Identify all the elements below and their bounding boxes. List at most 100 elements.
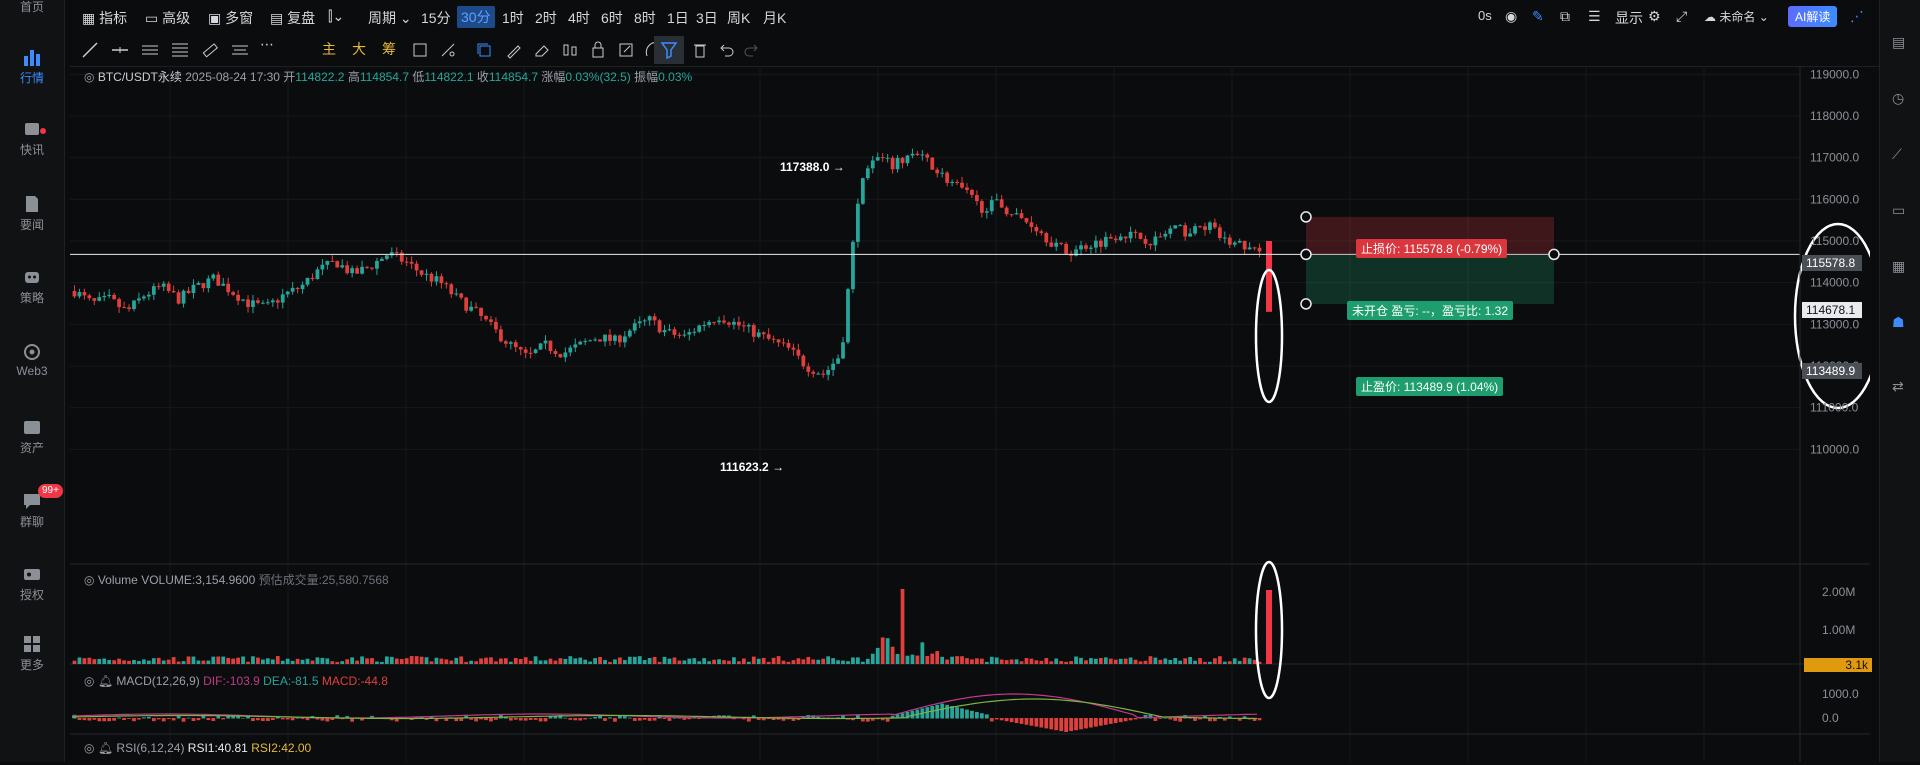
advanced-button[interactable]: ▭ 高级 <box>145 10 191 26</box>
share-icon[interactable]: ⋰ <box>1850 8 1864 24</box>
nav-authorize[interactable]: 授权 <box>0 565 64 603</box>
candle-body <box>97 297 102 301</box>
magnet-icon[interactable] <box>438 40 458 60</box>
bell-icon[interactable]: 🔔︎ <box>97 741 114 755</box>
volume-bar <box>151 658 156 664</box>
position-status-label[interactable]: 未开仓 盈亏: --，盈亏比: 1.32 <box>1347 301 1514 320</box>
ruler-icon[interactable] <box>200 40 220 60</box>
fullscreen-icon[interactable]: ⤢ <box>1676 8 1688 24</box>
swap-icon[interactable]: ⇄ <box>1892 378 1904 394</box>
pen-icon[interactable]: ✎ <box>1532 8 1544 24</box>
volume-bar <box>533 656 538 664</box>
tf-8h[interactable]: 8时 <box>634 10 656 26</box>
nav-assets[interactable]: 资产 <box>0 418 64 456</box>
tf-30m[interactable]: 30分 <box>457 6 495 28</box>
chip-toggle[interactable]: 筹 <box>382 41 396 57</box>
nav-chat[interactable]: 99+ 群聊 <box>0 484 64 530</box>
candle-body <box>102 295 107 298</box>
settings-icon[interactable]: ⚙ <box>1648 8 1661 24</box>
candle-body <box>940 172 945 174</box>
trend-line-icon[interactable] <box>80 40 100 60</box>
price-tick: 118000.0 <box>1810 109 1859 123</box>
macd-bar <box>280 718 285 720</box>
macd-bar <box>880 718 885 721</box>
nav-strategy[interactable]: 策略 <box>0 268 64 306</box>
macd-bar <box>573 718 578 721</box>
chart-type-dropdown[interactable]: ⫿⌄ <box>328 8 345 24</box>
eye-icon[interactable]: ◎ <box>84 70 95 84</box>
eraser-icon[interactable] <box>532 40 552 60</box>
nav-news-flash[interactable]: 快讯 <box>0 120 64 158</box>
indicator-button[interactable]: ▦ 指标 <box>82 10 128 26</box>
stop-loss-label[interactable]: 止损价: 115578.8 (-0.79%) <box>1356 239 1508 258</box>
nav-market[interactable]: 行情 <box>0 48 64 86</box>
nav-more[interactable]: 更多 <box>0 635 64 673</box>
filter-icon[interactable] <box>654 36 684 64</box>
redo-icon[interactable] <box>742 40 762 60</box>
tf-3d[interactable]: 3日 <box>696 10 718 26</box>
brush-icon[interactable] <box>504 40 524 60</box>
trash-icon[interactable] <box>690 40 710 60</box>
tf-1h[interactable]: 1时 <box>502 10 524 26</box>
fib-icon[interactable] <box>170 40 190 60</box>
nav-home[interactable]: 首页 <box>0 0 64 15</box>
monitor-icon[interactable]: ▭ <box>1892 202 1906 218</box>
tf-1mo[interactable]: 月K <box>763 10 787 26</box>
volume-bar <box>603 660 607 664</box>
chart-area[interactable]: 119000.0 118000.0 117000.0 116000.0 115000.0… <box>70 66 1883 762</box>
list-icon[interactable]: ☰ <box>1588 8 1601 24</box>
trend-icon[interactable]: ⟋ <box>1892 146 1902 162</box>
tf-15m[interactable]: 15分 <box>421 10 451 26</box>
eye-icon[interactable]: ◎ <box>84 573 95 587</box>
channel-icon[interactable] <box>230 40 250 60</box>
calendar-icon[interactable]: ▦ <box>1892 258 1906 274</box>
tf-2h[interactable]: 2时 <box>535 10 557 26</box>
candles-icon[interactable] <box>560 40 580 60</box>
more-tools-icon[interactable]: ⋯ <box>260 36 274 52</box>
candle-body <box>1153 236 1158 246</box>
notes-icon[interactable]: ▤ <box>1892 34 1906 50</box>
camera-icon[interactable]: ◉ <box>1505 8 1518 24</box>
macd-tick: 0.0 <box>1822 711 1839 725</box>
lock-icon[interactable] <box>588 40 608 60</box>
tf-1w[interactable]: 周K <box>727 10 751 26</box>
eye-icon[interactable]: ◎ <box>84 674 95 688</box>
main-chip-toggle[interactable]: 主 <box>322 41 336 57</box>
candle-body <box>885 157 890 159</box>
period-dropdown[interactable]: 周期 ⌄ <box>368 10 412 26</box>
tf-6h[interactable]: 6时 <box>601 10 623 26</box>
alert-icon[interactable] <box>410 40 430 60</box>
replay-button[interactable]: ▤ 复盘 <box>270 10 316 26</box>
volume-bar <box>375 661 379 664</box>
copy-icon[interactable] <box>474 40 494 60</box>
display-button[interactable]: 显示 <box>1615 8 1643 28</box>
nav-web3[interactable]: Web3 <box>0 343 64 378</box>
big-order-toggle[interactable]: 大 <box>352 41 366 57</box>
take-profit-label[interactable]: 止盈价: 113489.9 (1.04%) <box>1356 377 1504 396</box>
volume-bar <box>1074 656 1078 664</box>
edit-icon[interactable] <box>616 40 636 60</box>
candlestick-chart[interactable]: 119000.0 118000.0 117000.0 116000.0 115000.0… <box>70 66 1883 762</box>
layout-dropdown[interactable]: ☁ 未命名 ⌄ <box>1704 10 1769 24</box>
bot-icon[interactable]: ☗ <box>1892 314 1905 330</box>
tf-4h[interactable]: 4时 <box>568 10 590 26</box>
macd-bar <box>186 717 191 719</box>
parallel-lines-icon[interactable] <box>140 40 160 60</box>
bell-icon[interactable]: 🔔︎ <box>97 674 114 688</box>
eye-icon[interactable]: ◎ <box>84 741 95 755</box>
volume-bar <box>915 655 920 664</box>
candle-body <box>1009 214 1014 216</box>
popout-icon[interactable]: ⧉ <box>1560 8 1570 24</box>
volume-bar <box>761 657 766 664</box>
candle-body <box>816 373 821 375</box>
nav-headlines[interactable]: 要闻 <box>0 195 64 233</box>
ai-button[interactable]: AI解读 <box>1788 6 1838 27</box>
candle-body <box>548 340 553 352</box>
macd-bar <box>1193 718 1197 721</box>
multiwindow-button[interactable]: ▣ 多窗 <box>208 10 254 26</box>
horizontal-line-icon[interactable] <box>110 40 130 60</box>
tf-1d[interactable]: 1日 <box>667 10 689 26</box>
clock-icon[interactable]: ◷ <box>1892 90 1905 106</box>
macd-bar <box>1118 718 1123 723</box>
undo-icon[interactable] <box>716 40 736 60</box>
